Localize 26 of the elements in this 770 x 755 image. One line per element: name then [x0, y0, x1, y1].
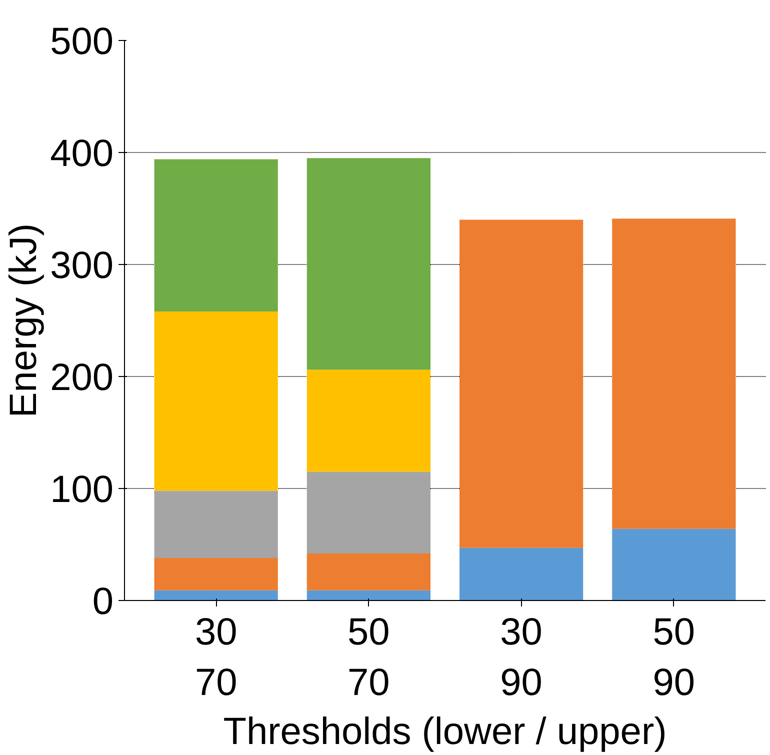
- y-tick-label: 200: [50, 357, 114, 399]
- bar: [612, 218, 736, 529]
- bar: [154, 312, 278, 491]
- y-tick-label: 100: [50, 469, 114, 511]
- bar: [154, 590, 278, 600]
- x-tick-label: 30 90: [500, 612, 542, 704]
- bar: [612, 528, 736, 600]
- bar: [306, 370, 430, 472]
- bar: [154, 490, 278, 558]
- x-axis-title: Thresholds (lower / upper): [223, 710, 667, 753]
- bar: [306, 472, 430, 554]
- bar: [154, 558, 278, 590]
- y-tick-label: 300: [50, 245, 114, 287]
- x-tick-label: 50 90: [652, 612, 696, 704]
- y-tick-label: 0: [92, 581, 114, 623]
- bar: [306, 158, 430, 370]
- x-tick-label: 30 70: [194, 612, 238, 704]
- y-axis-title: Energy (kJ): [3, 223, 46, 418]
- bar: [154, 159, 278, 312]
- y-tick-label: 400: [50, 133, 114, 175]
- y-tick-label: 500: [50, 21, 114, 63]
- bar: [306, 590, 430, 600]
- bar: [306, 553, 430, 590]
- bar: [460, 548, 584, 600]
- x-tick-label: 50 70: [348, 612, 390, 704]
- bar: [460, 220, 584, 548]
